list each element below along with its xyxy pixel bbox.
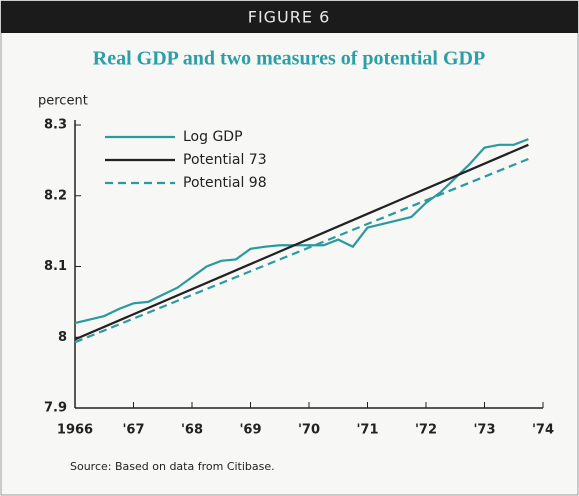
header-bar — [1, 1, 578, 33]
x-tick-label: '69 — [239, 423, 261, 438]
y-tick-label: 7.9 — [44, 401, 67, 416]
x-tick-label: 1966 — [57, 423, 93, 438]
y-tick-label: 8.1 — [44, 259, 67, 274]
x-tick-label: '71 — [356, 423, 378, 438]
legend-label: Potential 98 — [183, 175, 267, 191]
x-tick-label: '70 — [298, 423, 320, 438]
y-tick-label: 8 — [58, 330, 67, 345]
chart-title: Real GDP and two measures of potential G… — [93, 48, 485, 70]
x-tick-label: '67 — [122, 423, 144, 438]
x-tick-label: '74 — [532, 423, 554, 438]
source: Source: Based on data from Citibase. — [70, 460, 275, 473]
y-tick-label: 8.3 — [44, 118, 67, 133]
x-tick-label: '72 — [415, 423, 437, 438]
series-line — [74, 143, 529, 341]
series-line — [74, 138, 529, 325]
series-line — [74, 157, 529, 344]
y-axis-label: percent — [38, 94, 88, 109]
header: FIGURE 6 — [248, 8, 331, 27]
legend-label: Log GDP — [183, 129, 243, 145]
x-tick-label: '73 — [473, 423, 495, 438]
x-tick-label: '68 — [181, 423, 203, 438]
legend-label: Potential 73 — [183, 152, 267, 168]
y-tick-label: 8.2 — [44, 188, 67, 203]
